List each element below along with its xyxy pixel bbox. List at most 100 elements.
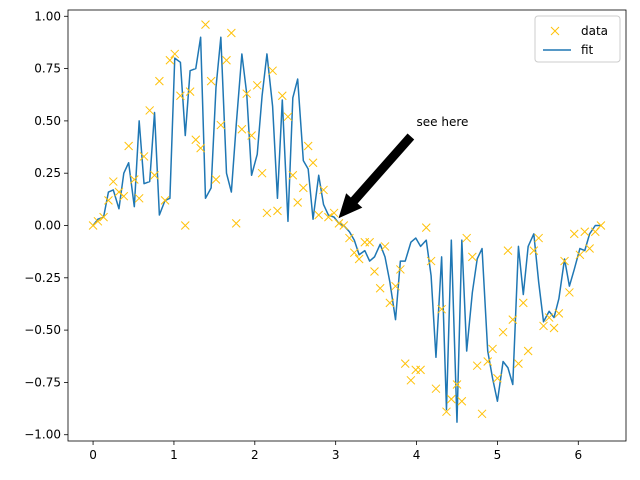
data-point-marker [334, 219, 344, 228]
data-point-marker [242, 89, 252, 99]
data-point-marker [375, 283, 385, 293]
data-point-marker [99, 212, 108, 222]
data-point-marker [288, 170, 298, 180]
data-point-marker [277, 91, 287, 101]
data-point-marker [191, 135, 201, 145]
legend-data-marker [550, 26, 560, 36]
data-point-marker [273, 206, 282, 216]
data-point-marker [160, 196, 170, 205]
annotation-text: see here [417, 115, 469, 129]
data-point-marker [396, 265, 405, 274]
data-point-marker [139, 152, 149, 161]
data-point-marker [252, 80, 262, 90]
data-point-marker [185, 87, 195, 96]
y-tick-label: −0.75 [24, 375, 61, 389]
x-tick-label: 2 [251, 448, 259, 462]
data-point-marker [93, 216, 103, 226]
data-point-marker [247, 131, 256, 140]
data-point-marker [437, 304, 446, 314]
data-point-marker [227, 28, 236, 38]
data-point-marker [370, 267, 379, 276]
y-tick-label: −0.25 [24, 271, 61, 285]
data-point-marker [216, 120, 226, 130]
data-point-marker [365, 237, 374, 247]
data-point-marker [406, 375, 416, 385]
data-point-marker [575, 250, 585, 260]
data-point-marker [339, 221, 349, 230]
data-point-marker [416, 365, 425, 375]
x-tick-label: 6 [574, 448, 582, 462]
data-point-marker [134, 193, 144, 203]
data-point-marker [596, 221, 606, 230]
data-point-marker [472, 361, 482, 371]
data-point-marker [467, 252, 477, 262]
x-tick-label: 4 [413, 448, 421, 462]
data-point-marker [354, 254, 364, 264]
data-point-marker [129, 175, 139, 184]
x-tick-label: 3 [332, 448, 340, 462]
y-tick-label: 0.25 [34, 166, 61, 180]
y-tick-label: −1.00 [24, 428, 61, 442]
annotation-arrow [338, 133, 415, 219]
data-point-marker [180, 221, 190, 230]
data-point-marker [155, 76, 164, 86]
data-point-marker [400, 359, 410, 368]
data-point-marker [493, 373, 502, 383]
data-point-marker [222, 55, 231, 65]
data-point-marker [324, 212, 333, 222]
data-point-marker [196, 143, 205, 153]
data-point-marker [176, 91, 185, 101]
data-point-marker [293, 198, 303, 207]
data-point-marker [380, 242, 390, 251]
data-point-marker [262, 208, 272, 218]
data-point-marker [585, 244, 594, 253]
data-point-marker [534, 233, 544, 243]
legend-label-data: data [581, 24, 608, 38]
x-tick-label: 1 [170, 448, 178, 462]
data-point-marker [580, 227, 590, 237]
data-point-marker [544, 313, 554, 322]
data-point-marker [231, 219, 241, 228]
data-point-marker [145, 106, 155, 115]
data-point-marker [349, 248, 359, 258]
data-point-marker [554, 309, 564, 318]
data-point-marker [518, 298, 528, 308]
y-tick-label: −0.50 [24, 323, 61, 337]
x-tick-label: 0 [89, 448, 97, 462]
data-point-marker [488, 344, 497, 354]
data-point-marker [477, 409, 487, 419]
data-point-marker [201, 20, 210, 29]
y-tick-label: 0.75 [34, 62, 61, 76]
data-point-marker [119, 191, 129, 201]
data-point-marker [391, 281, 400, 291]
data-point-marker [268, 66, 277, 76]
data-point-marker [446, 394, 456, 404]
data-point-marker [385, 298, 395, 308]
data-point-marker [283, 112, 293, 122]
data-point-marker [523, 346, 533, 356]
data-point-marker [298, 183, 308, 193]
data-point-marker [303, 141, 313, 151]
data-point-marker [108, 177, 118, 186]
data-point-marker [457, 396, 467, 406]
data-point-marker [508, 315, 518, 325]
data-point-marker [329, 208, 339, 218]
data-point-marker [319, 185, 328, 195]
data-point-marker [104, 196, 113, 205]
data-point-marker [539, 321, 548, 331]
x-tick-label: 5 [494, 448, 502, 462]
data-point-marker [462, 233, 472, 243]
data-point-marker [565, 288, 574, 297]
data-point-marker [124, 141, 134, 151]
data-point-marker [165, 55, 175, 65]
data-point-marker [560, 256, 569, 266]
data-point-marker [431, 384, 441, 394]
data-point-marker [345, 233, 354, 243]
data-point-marker [498, 327, 508, 337]
data-point-marker [308, 158, 318, 168]
data-point-marker [569, 229, 579, 239]
data-point-marker [257, 168, 267, 178]
y-tick-label: 0.00 [34, 219, 61, 233]
data-point-marker [211, 175, 221, 184]
